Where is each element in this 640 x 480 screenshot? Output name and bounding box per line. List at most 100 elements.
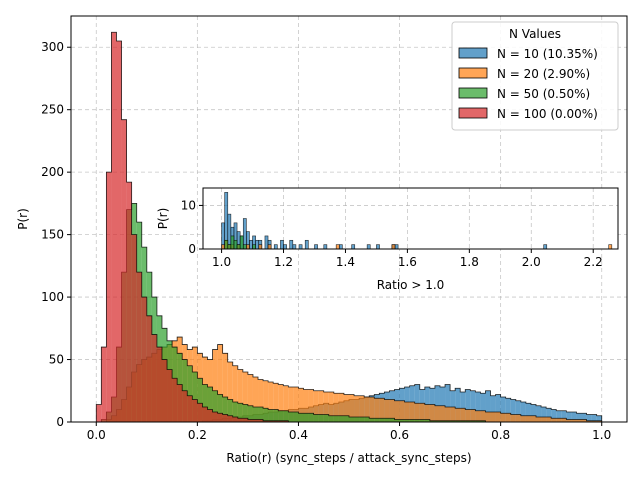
- histogram-bar: [197, 378, 203, 422]
- histogram-bar: [247, 419, 253, 422]
- x-tick-label: 1.0: [212, 255, 231, 269]
- histogram-bar: [222, 414, 228, 422]
- histogram-bar: [445, 407, 451, 422]
- histogram-bar: [480, 393, 486, 422]
- series-4-bars: [95, 31, 602, 423]
- histogram-bar: [292, 244, 297, 250]
- x-tick-label: 0.8: [491, 428, 510, 442]
- histogram-bar: [500, 397, 506, 422]
- histogram-bar: [571, 419, 577, 422]
- histogram-bar: [510, 414, 516, 422]
- histogram-bar: [556, 418, 562, 422]
- main-y-axis-label: P(r): [16, 208, 30, 230]
- histogram-bar: [505, 413, 511, 422]
- histogram-bar: [227, 362, 233, 422]
- histogram-bar: [308, 413, 314, 422]
- y-tick-label: 300: [41, 40, 64, 54]
- histogram-bar: [359, 417, 365, 422]
- histogram-bar: [566, 419, 572, 422]
- histogram-bar: [475, 392, 481, 422]
- histogram-bar: [434, 405, 440, 422]
- histogram-bar: [258, 419, 264, 422]
- histogram-bar: [96, 404, 102, 422]
- histogram-bar: [525, 415, 531, 422]
- histogram-bar: [278, 410, 284, 422]
- histogram-bar: [364, 417, 370, 422]
- y-tick-label: 0: [188, 242, 196, 256]
- histogram-bar: [541, 417, 547, 422]
- histogram-bar: [268, 382, 274, 422]
- histogram-bar: [470, 409, 476, 422]
- series-3-outline: [96, 202, 602, 423]
- histogram-bar: [156, 347, 162, 422]
- histogram-bar: [525, 403, 531, 422]
- histogram-bar: [273, 409, 279, 422]
- histogram-bar: [236, 244, 241, 250]
- histogram-bar: [343, 394, 349, 422]
- histogram-bar: [434, 420, 440, 422]
- histogram-bar: [207, 387, 213, 422]
- histogram-bar: [283, 420, 289, 422]
- histogram-bar: [490, 395, 496, 422]
- x-tick-label: 1.8: [460, 255, 479, 269]
- x-tick-label: 0.0: [87, 428, 106, 442]
- histogram-bar: [515, 400, 521, 422]
- histogram-bar: [404, 402, 410, 422]
- histogram-bar: [283, 385, 289, 422]
- histogram-bar: [217, 344, 223, 422]
- histogram-bar: [333, 393, 339, 422]
- histogram-bar: [258, 379, 264, 422]
- histogram-bar: [470, 390, 476, 422]
- histogram-bar: [335, 244, 340, 250]
- histogram-bar: [197, 403, 203, 422]
- main-x-axis-label: Ratio(r) (sync_steps / attack_sync_steps…: [226, 451, 471, 465]
- inset-background: [203, 188, 618, 249]
- histogram-bar: [278, 420, 284, 422]
- histogram-bar: [255, 239, 260, 250]
- inset-y-ticks: 0 10: [181, 198, 203, 256]
- histogram-bar: [450, 390, 456, 422]
- histogram-bar: [495, 394, 501, 422]
- histogram-bar: [394, 400, 400, 422]
- histogram-bar: [359, 395, 365, 422]
- histogram-bar: [409, 402, 415, 422]
- histogram-bar: [389, 418, 395, 422]
- inset-y-axis-label: P(r): [156, 208, 170, 230]
- legend-swatch: [458, 67, 488, 79]
- histogram-bar: [126, 182, 132, 422]
- histogram-bar: [318, 390, 324, 422]
- histogram-bar: [273, 420, 279, 422]
- histogram-bar: [288, 412, 294, 422]
- histogram-bar: [439, 420, 446, 422]
- y-tick-label: 200: [41, 165, 64, 179]
- legend-label: N = 10 (10.35%): [497, 47, 598, 61]
- histogram-bar: [391, 244, 396, 250]
- histogram-bar: [394, 244, 399, 250]
- histogram-bar: [212, 390, 218, 422]
- histogram-bar: [455, 408, 461, 422]
- x-tick-label: 0.6: [390, 428, 409, 442]
- histogram-bar: [239, 235, 244, 250]
- histogram-bar: [267, 244, 272, 250]
- histogram-bar: [351, 244, 356, 250]
- x-tick-label: 0.2: [188, 428, 207, 442]
- histogram-bar: [530, 404, 537, 422]
- histogram-bar: [289, 239, 294, 250]
- histogram-bar: [338, 244, 343, 250]
- histogram-bar: [247, 405, 253, 422]
- histogram-bar: [268, 420, 274, 422]
- legend-label: N = 100 (0.00%): [497, 107, 598, 121]
- histogram-bar: [252, 377, 259, 422]
- histogram-bar: [520, 402, 526, 422]
- histogram-bar: [101, 347, 107, 422]
- histogram-bar: [177, 384, 183, 422]
- histogram-bar: [369, 397, 375, 422]
- histogram-bar: [389, 399, 395, 422]
- histogram-bar: [222, 353, 228, 422]
- histogram-bar: [379, 418, 385, 422]
- y-tick-label: 0: [56, 415, 64, 429]
- x-tick-label: 2.0: [522, 255, 541, 269]
- histogram-bar: [237, 403, 243, 422]
